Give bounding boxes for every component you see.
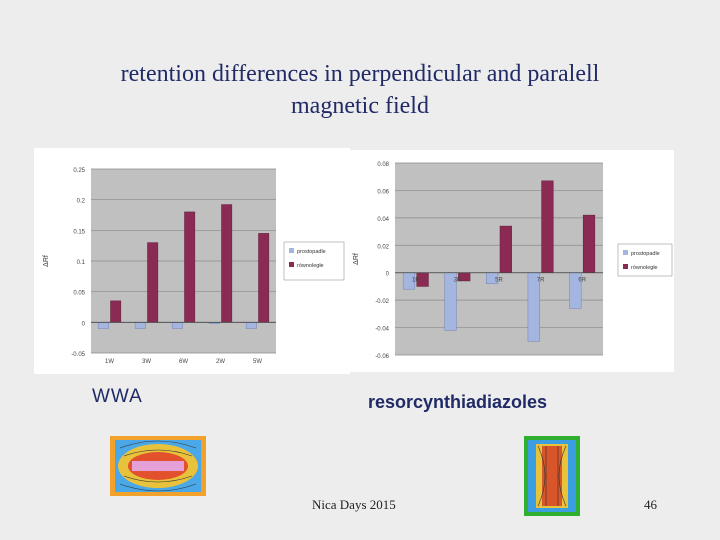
chart-left-x-tick-label: 3W (142, 359, 151, 365)
chart-left-y-axis-label: ΔRf (43, 255, 50, 267)
chart-resorcynthiadiazoles: -0.06 -0.04 -0.02 0 0.02 0.04 0.06 0.08 1R 3R 5R 7R… (350, 150, 674, 372)
chart-left-legend (283, 241, 345, 281)
chart-left-legend-label: prostopadle (297, 249, 326, 255)
chart-right-bar-rwnolege-7r (541, 180, 554, 273)
chart-right-y-tick-label: 0.08 (377, 162, 389, 168)
caption-wwa: WWA (92, 386, 143, 407)
chart-left-x-tick-label: 5W (253, 359, 262, 365)
page-number: 46 (644, 497, 657, 512)
chart-right-y-tick-label: 0.02 (377, 244, 389, 250)
chart-left-legend-swatch (289, 262, 294, 267)
chart-right-x-tick-label: 3R (454, 278, 462, 284)
chart-right-y-tick-label: 0.04 (377, 217, 389, 223)
chart-left-legend-label: równoległe (297, 263, 324, 269)
chart-right-legend (617, 243, 673, 277)
chart-left-x-tick-label: 6W (179, 359, 188, 365)
chart-left-bar-rwnolege-6w (184, 211, 196, 323)
chart-left-bar-prostopadle-3w (134, 322, 146, 329)
chart-right-y-axis-label: ΔRf (353, 253, 360, 265)
chart-left-x-tick-label: 1W (105, 359, 114, 365)
chart-left-y-tick-label: 0.15 (73, 229, 85, 235)
chart-right-y-tick-label: 0.06 (377, 189, 389, 195)
chart-left-bar-rwnolege-3w (147, 242, 159, 323)
caption-resorcynthiadiazoles: resorcynthiadiazoles (368, 392, 548, 412)
chart-right-bar-rwnolege-5r (499, 225, 512, 273)
chart-left-y-tick-label: 0 (82, 321, 86, 327)
chart-right-x-tick-label: 1R (412, 278, 420, 284)
chart-left-y-tick-label: -0.05 (71, 352, 85, 358)
chart-right-x-tick-label: 5R (495, 278, 503, 284)
chart-left-bar-rwnolege-1w (110, 300, 122, 323)
chart-right-legend-swatch (623, 250, 628, 255)
chart-right-legend-label: równoległe (631, 265, 658, 271)
title-line-1: retention differences in perpendicular a… (120, 61, 600, 87)
chart-left-y-tick-label: 0.1 (77, 260, 86, 266)
chart-left-bar-rwnolege-2w (221, 204, 233, 323)
chart-right-legend-label: prostopadle (631, 251, 660, 257)
chart-left-bar-prostopadle-6w (171, 322, 183, 329)
chart-right-bar-rwnolege-6r (582, 214, 596, 273)
chart-left-legend-swatch (289, 248, 294, 253)
chart-wwa-svg: -0.05 0 0.05 0.1 0.15 0.2 0.25 1W 3W 6W 2W 5W ΔRf pro… (43, 168, 345, 365)
chart-wwa: -0.05 0 0.05 0.1 0.15 0.2 0.25 1W 3W 6W 2W 5W ΔRf pro… (34, 148, 350, 374)
chart-left-bar-prostopadle-5w (245, 322, 257, 329)
chart-right-legend-swatch (623, 264, 628, 269)
chart-left-y-tick-label: 0.25 (73, 168, 85, 174)
chart-right-y-tick-label: 0 (386, 272, 390, 278)
magnetic-field-simulation-image-left (110, 436, 206, 496)
chart-left-y-tick-label: 0.2 (77, 199, 86, 205)
chart-right-x-tick-label: 6R (578, 278, 586, 284)
chart-right-y-tick-label: -0.02 (375, 299, 389, 305)
chart-resorcynthiadiazoles-svg: -0.06 -0.04 -0.02 0 0.02 0.04 0.06 0.08 1R 3R 5R 7R… (353, 162, 673, 360)
chart-left-bar-rwnolege-5w (258, 233, 270, 323)
footer-text: Nica Days 2015 (312, 497, 396, 512)
chart-right-y-tick-label: -0.04 (375, 327, 389, 333)
magnetic-field-simulation-image-right (524, 436, 580, 516)
chart-left-x-tick-label: 2W (216, 359, 225, 365)
chart-right-x-tick-label: 7R (537, 278, 545, 284)
title-line-2: magnetic field (291, 93, 429, 119)
chart-left-y-tick-label: 0.05 (73, 291, 85, 297)
chart-right-y-tick-label: -0.06 (375, 354, 389, 360)
chart-left-bar-prostopadle-1w (97, 322, 109, 329)
chart-right-plot-area (395, 163, 603, 355)
slide-title: retention differences in perpendicular a… (40, 58, 680, 122)
